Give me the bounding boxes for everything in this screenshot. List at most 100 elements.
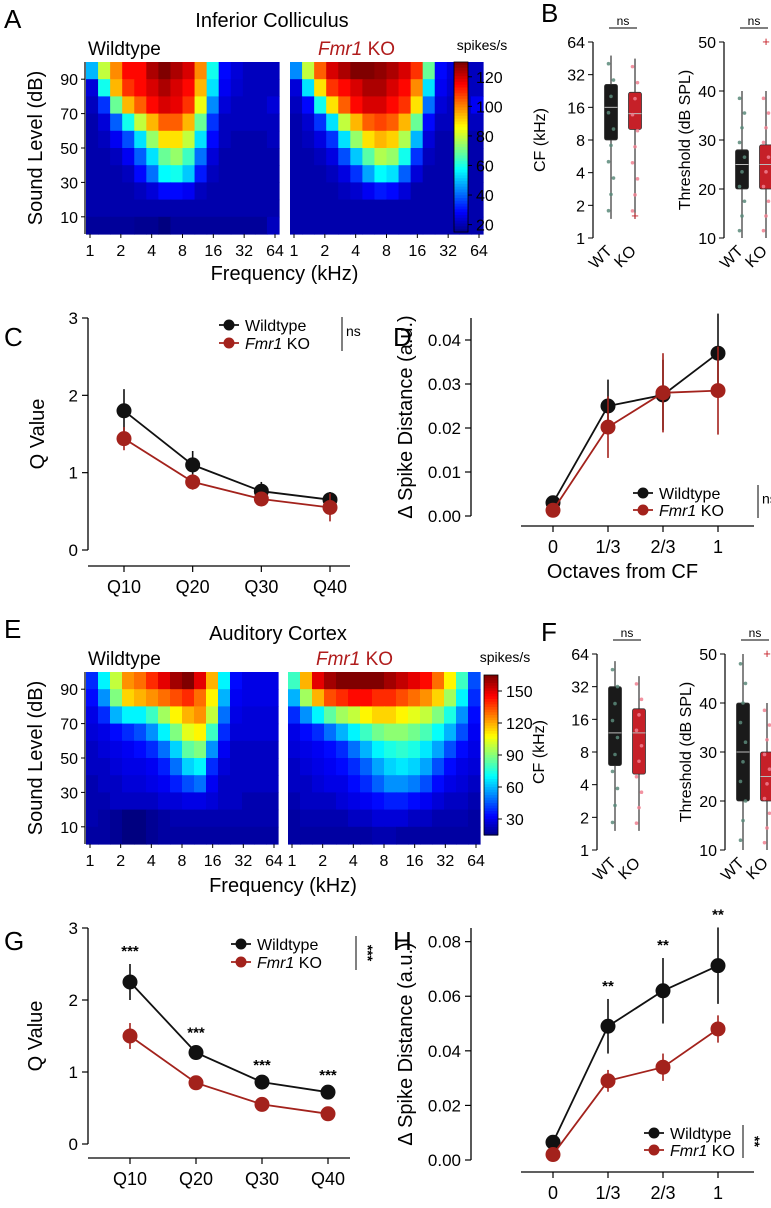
heatmap-cell [266, 758, 279, 776]
line-y-tick-label: 3 [69, 309, 78, 328]
heatmap-cell [386, 199, 400, 218]
heatmap-cell [290, 62, 303, 80]
colorbar-tick-label: 150 [506, 684, 533, 701]
heatmap-cell [444, 792, 457, 811]
heatmap-cell [384, 706, 397, 725]
colorbar-segment [454, 79, 468, 83]
box-group-label: KO [742, 243, 770, 271]
line-y-label: Δ Spike Distance (a.u.) [395, 315, 417, 518]
heatmap-cell [230, 165, 244, 183]
box-data-point [609, 143, 613, 148]
heatmap-cell [290, 79, 303, 97]
line-y-tick-label: 0.00 [428, 1151, 461, 1170]
box-data-point [742, 155, 747, 159]
heatmap-cell [146, 62, 159, 80]
heatmap-cell [384, 689, 397, 707]
colorbar-segment [484, 720, 498, 724]
heatmap-cell [86, 79, 99, 97]
x-tick-label: 1 [288, 853, 297, 870]
box-y-tick-label: 8 [580, 745, 589, 762]
heatmap-cell [122, 62, 135, 80]
heatmap-cell [326, 130, 339, 149]
heatmap-cell [170, 792, 183, 811]
colorbar-segment [454, 189, 468, 193]
colorbar-segment [454, 158, 468, 162]
heatmap-cell [470, 96, 484, 115]
colorbar-segment [484, 688, 498, 692]
heatmap-cell [410, 130, 424, 149]
box-data-point [765, 782, 769, 786]
heatmap-cell [360, 809, 373, 828]
heatmap-cell [206, 758, 219, 776]
x-tick-label: 32 [439, 243, 457, 260]
heatmap-cell [302, 96, 315, 115]
colorbar-segment [484, 712, 498, 716]
heatmap-cell [182, 792, 195, 811]
heatmap-cell [182, 809, 195, 828]
box-data-point [634, 728, 639, 733]
heatmap-cell [374, 96, 388, 115]
line-x-tick-label: 2/3 [650, 537, 675, 557]
box-body [628, 91, 642, 130]
heatmap-cell [146, 148, 159, 166]
series-line-1 [129, 1035, 329, 1115]
heatmap-cell [266, 775, 279, 793]
heatmap-cell [242, 130, 256, 149]
heatmap-cell [170, 165, 184, 183]
heatmap-cell [230, 740, 243, 759]
line-x-tick-label: 1 [713, 1183, 723, 1203]
line-y-tick-label: 0.01 [428, 463, 461, 482]
colorbar-segment [484, 675, 498, 679]
heatmap-cell [134, 758, 147, 776]
heatmap-cell [242, 199, 256, 218]
box-y-tick-label: 64 [567, 35, 585, 52]
heatmap-cell [360, 792, 373, 811]
heatmap-cell [470, 62, 484, 80]
x-tick-label: 1 [290, 243, 299, 260]
heatmap-cell [134, 130, 147, 149]
heatmap-cell [242, 165, 256, 183]
heatmap-cell [362, 62, 376, 80]
data-point [254, 1074, 270, 1090]
heatmap-cell [110, 775, 123, 793]
heatmap-cell [254, 672, 267, 690]
heatmap-cell [302, 165, 315, 183]
line-x-tick-label: 1 [713, 537, 723, 557]
heatmap-cell [230, 79, 244, 97]
heatmap-cell [206, 706, 219, 725]
heatmap-cell [312, 723, 325, 742]
x-tick-label: 4 [147, 853, 156, 870]
colorbar-segment [454, 215, 468, 219]
x-tick-label: 16 [408, 243, 426, 260]
heatmap-cell [420, 826, 433, 845]
colorbar-segment [454, 110, 468, 114]
x-tick-label: 2 [116, 853, 125, 870]
significance-stars: *** [319, 1067, 337, 1084]
colorbar-segment [484, 755, 498, 759]
colorbar-segment [454, 107, 468, 111]
heatmap-cell [398, 79, 412, 97]
data-point [254, 1096, 270, 1112]
heatmap-cell [146, 758, 159, 776]
colorbar-segment [484, 717, 498, 721]
heatmap-cell [218, 96, 232, 115]
heatmap-cell [170, 758, 183, 776]
heatmap-cell [266, 740, 279, 759]
heatmap-cell [218, 62, 232, 80]
heatmap-cell [206, 672, 219, 690]
heatmap-cell [420, 706, 433, 725]
heatmap-cell [218, 672, 231, 690]
heatmap-cell [288, 723, 301, 742]
heatmap-cell [300, 826, 313, 845]
heatmap-cell [194, 96, 208, 115]
legend-significance: ns [346, 323, 361, 339]
box-y-tick-label: 1 [576, 231, 585, 248]
data-point [710, 383, 726, 399]
heatmap-cell [182, 723, 195, 742]
box-data-point [606, 208, 611, 213]
heatmap-cell [254, 826, 267, 845]
colorbar-segment [454, 206, 468, 210]
colorbar-segment [454, 70, 468, 74]
colorbar-tick-label: 100 [476, 99, 503, 116]
heatmap-cell [242, 723, 255, 742]
